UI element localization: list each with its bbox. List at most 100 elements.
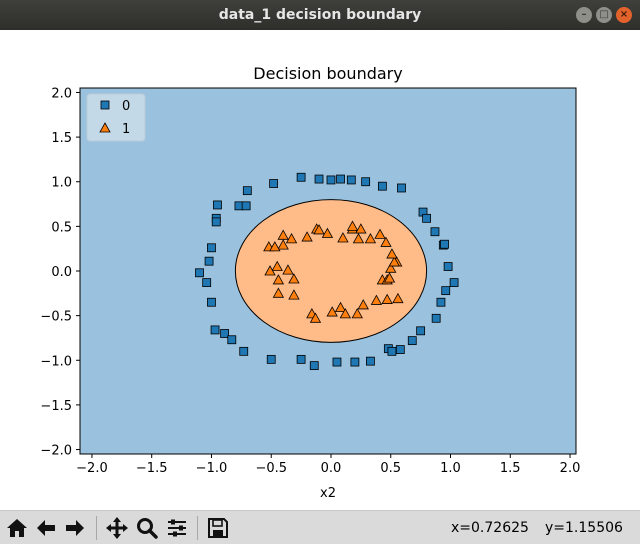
class-0-point <box>220 329 230 338</box>
home-button[interactable] <box>4 515 30 541</box>
x-tick-label: 2.0 <box>560 461 581 476</box>
class-1-point <box>277 239 289 250</box>
class-0-point <box>440 239 449 249</box>
class-0-point <box>227 335 237 345</box>
class-1-point <box>380 236 392 247</box>
y-tick-label: −1.0 <box>40 354 72 369</box>
zoom-magnifier-icon <box>137 518 158 539</box>
navigation-toolbar: x=0.72625 y=1.15506 <box>0 510 640 544</box>
class-1-point <box>269 241 281 252</box>
legend-label-1: 1 <box>122 122 130 137</box>
figure-canvas[interactable]: −2.0 −1.5 −1.0 −0.5 0.0 0.5 1.0 1.5 2.0 2.0 1.5 1.0… <box>0 30 640 510</box>
class-0-point <box>309 361 319 371</box>
class-0-point <box>332 357 342 367</box>
class-0-point <box>416 326 426 336</box>
class-1-point <box>321 227 334 238</box>
maximize-icon[interactable]: □ <box>596 7 612 23</box>
legend-box <box>86 93 146 142</box>
class-0-point <box>366 356 375 366</box>
toolbar-separator <box>96 516 97 540</box>
close-icon[interactable]: × <box>616 7 632 23</box>
class-1-point <box>288 273 300 284</box>
x-tick-label: −1.5 <box>136 461 168 476</box>
class-1-point <box>388 256 401 267</box>
class-0-point <box>441 286 451 296</box>
y-tick-label: 0.0 <box>51 265 72 280</box>
class-0-point <box>436 297 446 307</box>
home-icon <box>7 519 27 537</box>
cursor-y-coordinate: y=1.15506 <box>545 520 623 536</box>
x-tick-label: 0.5 <box>380 461 401 476</box>
class-1-point <box>339 308 352 319</box>
y-tick-label: 1.0 <box>51 176 72 191</box>
legend-marker-square <box>100 100 110 110</box>
class-0-point <box>361 177 371 187</box>
class-0-point <box>377 181 387 191</box>
chart-title: Decision boundary <box>253 64 402 83</box>
configure-subplots-button[interactable] <box>164 515 190 541</box>
class-1-point <box>282 264 294 275</box>
class-1-point <box>355 223 367 234</box>
x-tick-label: 1.5 <box>500 461 521 476</box>
class-0-point <box>210 325 220 335</box>
class-0-point <box>211 217 221 227</box>
class-0-point <box>346 175 356 185</box>
class-0-point <box>242 186 252 196</box>
class-0-point <box>269 179 279 188</box>
legend: 0 1 <box>86 93 146 142</box>
class-0-point <box>213 200 222 210</box>
class-0-point <box>296 172 306 182</box>
class-0-point <box>204 256 214 266</box>
class-0-point <box>422 213 432 223</box>
zoom-button[interactable] <box>134 515 160 541</box>
class-1-point <box>277 229 289 240</box>
legend-marker-triangle <box>99 122 111 133</box>
class-0-point <box>430 227 440 237</box>
y-tick-label: 1.5 <box>51 131 72 146</box>
save-floppy-icon <box>208 518 228 538</box>
decision-boundary-chart[interactable]: −2.0 −1.5 −1.0 −0.5 0.0 0.5 1.0 1.5 2.0 2.0 1.5 1.0… <box>0 30 640 510</box>
window-titlebar: data_1 decision boundary – □ × <box>0 0 640 30</box>
class-0-point <box>195 268 204 278</box>
class-0-point <box>336 174 345 184</box>
class-1-point <box>351 308 363 319</box>
class-0-point <box>350 357 360 367</box>
y-tick-label: −2.0 <box>40 444 72 459</box>
x-tick-label: 0.0 <box>321 461 342 476</box>
class-0-point <box>431 313 441 323</box>
class-1-point <box>383 272 396 283</box>
toolbar-separator <box>197 516 198 540</box>
class-1-point <box>264 265 276 276</box>
class-1-point <box>357 299 369 310</box>
window-controls: – □ × <box>576 7 632 23</box>
class-1-point <box>326 306 338 317</box>
class-0-point <box>207 297 216 307</box>
class-1-point <box>288 289 300 300</box>
back-arrow-icon <box>37 520 55 536</box>
class-0-point <box>397 183 406 193</box>
class-0-point <box>241 201 251 211</box>
class-0-point <box>314 174 324 184</box>
save-button[interactable] <box>205 515 231 541</box>
y-tick-label: −0.5 <box>40 310 72 325</box>
pan-button[interactable] <box>104 515 130 541</box>
class-0-point <box>449 278 459 288</box>
window-title: data_1 decision boundary <box>218 7 422 23</box>
class-0-point <box>395 345 405 354</box>
class-1-point <box>271 260 283 271</box>
class-1-point <box>272 274 285 285</box>
class-1-point <box>313 224 325 235</box>
minimize-icon[interactable]: – <box>576 7 592 23</box>
back-button[interactable] <box>33 515 59 541</box>
forward-button[interactable] <box>62 515 88 541</box>
class-1-point <box>272 287 285 298</box>
class-0-point <box>266 354 276 364</box>
class-0-point <box>202 278 212 288</box>
class-1-point <box>301 231 313 242</box>
forward-arrow-icon <box>66 520 84 536</box>
configure-subplots-icon <box>168 519 186 537</box>
pan-move-icon <box>106 517 128 539</box>
cursor-x-coordinate: x=0.72625 <box>451 520 529 536</box>
x-tick-label: −0.5 <box>255 461 287 476</box>
x-tick-label: −1.0 <box>196 461 228 476</box>
